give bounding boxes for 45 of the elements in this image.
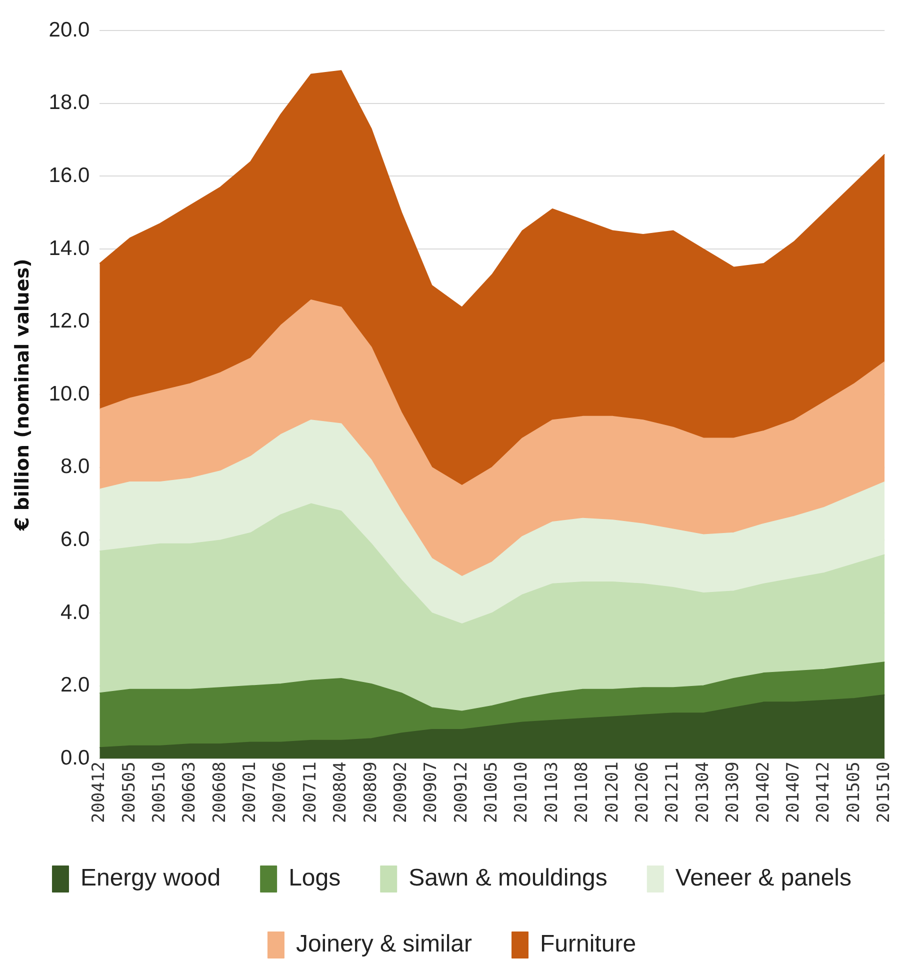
x-tick-label: 200412 bbox=[89, 762, 110, 824]
x-tick-label: 201005 bbox=[482, 762, 502, 824]
legend-label: Sawn & mouldings bbox=[408, 864, 608, 892]
y-tick-label: 14.0 bbox=[48, 236, 90, 260]
y-tick-label: 18.0 bbox=[48, 91, 90, 114]
legend-label: Furniture bbox=[540, 930, 636, 958]
y-tick-label: 12.0 bbox=[48, 310, 90, 333]
x-tick-label: 200809 bbox=[360, 762, 381, 824]
x-tick-label: 200505 bbox=[119, 762, 140, 824]
x-tick-label: 201108 bbox=[572, 762, 592, 824]
x-tick-label: 200510 bbox=[149, 762, 170, 824]
x-tick-label: 201510 bbox=[874, 762, 894, 824]
x-tick-label: 201412 bbox=[814, 762, 834, 824]
legend-label: Veneer & panels bbox=[675, 864, 852, 892]
y-tick-label: 8.0 bbox=[60, 455, 90, 478]
y-tick-label: 6.0 bbox=[60, 528, 90, 551]
x-tick-label: 201407 bbox=[783, 762, 804, 824]
y-tick-label: 4.0 bbox=[60, 600, 90, 624]
x-tick-label: 201402 bbox=[753, 762, 774, 824]
x-tick-label: 201103 bbox=[542, 762, 562, 824]
y-tick-label: 2.0 bbox=[60, 674, 90, 697]
x-tick-label: 201201 bbox=[602, 762, 622, 824]
x-tick-label: 200907 bbox=[421, 762, 442, 824]
x-tick-label: 201309 bbox=[723, 762, 744, 824]
x-tick-label: 201304 bbox=[692, 762, 713, 824]
y-tick-label: 20.0 bbox=[48, 18, 90, 42]
legend-label: Logs bbox=[288, 864, 341, 892]
x-tick-label: 200902 bbox=[390, 762, 411, 824]
x-tick-label: 200804 bbox=[330, 762, 351, 824]
legend-label: Energy wood bbox=[80, 864, 221, 892]
x-tick-label: 201010 bbox=[512, 762, 532, 824]
y-tick-label: 0.0 bbox=[60, 746, 90, 770]
x-tick-label: 200711 bbox=[300, 762, 320, 824]
x-tick-label: 200603 bbox=[180, 762, 200, 824]
y-tick-label: 16.0 bbox=[48, 164, 90, 187]
x-tick-label: 201211 bbox=[662, 762, 683, 824]
x-tick-label: 201206 bbox=[632, 762, 653, 824]
x-tick-label: 201505 bbox=[844, 762, 864, 824]
y-tick-label: 10.0 bbox=[48, 382, 90, 406]
x-tick-label: 200912 bbox=[451, 762, 472, 824]
x-tick-label: 200608 bbox=[210, 762, 230, 824]
x-tick-label: 200706 bbox=[270, 762, 290, 824]
legend-label: Joinery & similar bbox=[296, 930, 472, 958]
x-tick-label: 200701 bbox=[240, 762, 260, 824]
y-axis-title: € billion (nominal values) bbox=[11, 258, 34, 532]
